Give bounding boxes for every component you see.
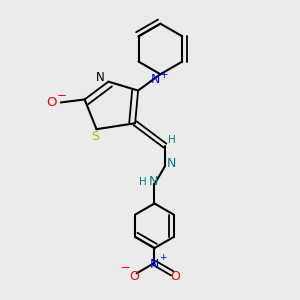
Text: −: −: [120, 262, 130, 275]
Text: N: N: [150, 73, 160, 86]
Text: +: +: [160, 70, 168, 80]
Text: −: −: [56, 89, 66, 102]
Text: N: N: [167, 158, 176, 170]
Text: +: +: [159, 253, 166, 262]
Text: N: N: [150, 258, 159, 271]
Text: O: O: [130, 270, 140, 284]
Text: O: O: [47, 96, 57, 109]
Text: O: O: [170, 270, 180, 284]
Text: H: H: [139, 177, 147, 187]
Text: S: S: [91, 130, 99, 143]
Text: N: N: [148, 175, 158, 188]
Text: N: N: [96, 71, 104, 84]
Text: H: H: [168, 135, 176, 145]
